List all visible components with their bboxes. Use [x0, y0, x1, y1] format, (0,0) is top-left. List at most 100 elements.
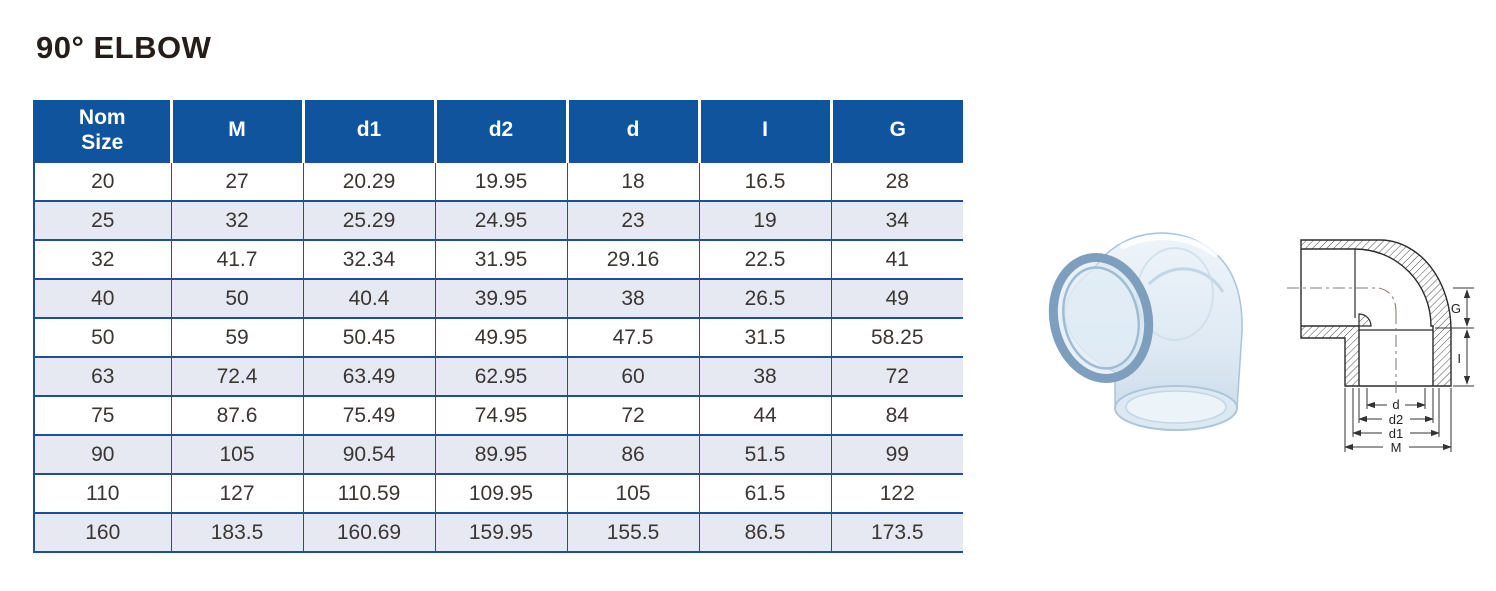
- table-cell: 58.25: [830, 317, 963, 357]
- table-cell: 86: [566, 434, 699, 474]
- table-cell: 34: [830, 200, 963, 240]
- dim-label-M: M: [1391, 440, 1402, 455]
- table-cell: 22.5: [698, 239, 831, 279]
- table-cell: 32: [170, 200, 303, 240]
- dim-label-d1: d1: [1389, 426, 1403, 441]
- table-cell: 38: [698, 356, 831, 396]
- table-cell: 26.5: [698, 278, 831, 318]
- table-cell: 90.54: [302, 434, 435, 474]
- table-cell: 40: [34, 278, 171, 318]
- page-title: 90° ELBOW: [36, 30, 212, 65]
- table-cell: 72: [566, 395, 699, 435]
- table-cell: 105: [170, 434, 303, 474]
- table-cell: 49: [830, 278, 963, 318]
- table-cell: 160: [34, 512, 171, 552]
- table-cell: 75: [34, 395, 171, 435]
- table-cell: 160.69: [302, 512, 435, 552]
- elbow-photo: [1023, 222, 1260, 437]
- table-cell: 72: [830, 356, 963, 396]
- column-header-label: G: [889, 118, 906, 142]
- table-cell: 24.95: [434, 200, 567, 240]
- table-cell: 38: [566, 278, 699, 318]
- column-header-label: d: [626, 118, 640, 142]
- table-cell: 40.4: [302, 278, 435, 318]
- column-header-label: I: [762, 118, 768, 142]
- elbow-diagram-drawing: G I d d2 d1 M: [1287, 239, 1474, 455]
- table-cell: 25.29: [302, 200, 435, 240]
- table-cell: 110.59: [302, 473, 435, 513]
- table-cell: 99: [830, 434, 963, 474]
- column-header-label: d1: [356, 118, 382, 142]
- table-row: 40 50 40.4 39.95 38 26.5 49: [34, 278, 963, 318]
- table-cell: 72.4: [170, 356, 303, 396]
- table-cell: 173.5: [830, 512, 963, 552]
- table-row: 75 87.6 75.49 74.95 72 44 84: [34, 395, 963, 435]
- table-cell: 109.95: [434, 473, 567, 513]
- table-cell: 31.95: [434, 239, 567, 279]
- column-header-i: I: [697, 100, 831, 163]
- table-cell: 39.95: [434, 278, 567, 318]
- table-cell: 41.7: [170, 239, 303, 279]
- table-cell: 159.95: [434, 512, 567, 552]
- dim-label-d2: d2: [1389, 412, 1403, 427]
- table-cell: 105: [566, 473, 699, 513]
- table-cell: 90: [34, 434, 171, 474]
- column-header-label: M: [228, 118, 246, 142]
- table-cell: 51.5: [698, 434, 831, 474]
- table-cell: 50.45: [302, 317, 435, 357]
- table-cell: 86.5: [698, 512, 831, 552]
- table-cell: 60: [566, 356, 699, 396]
- table-cell: 155.5: [566, 512, 699, 552]
- table-cell: 127: [170, 473, 303, 513]
- table-cell: 62.95: [434, 356, 567, 396]
- table-row: 20 27 20.29 19.95 18 16.5 28: [34, 161, 963, 201]
- socket-shoulder: [1358, 313, 1372, 327]
- table-cell: 20.29: [302, 161, 435, 201]
- table-row: 63 72.4 63.49 62.95 60 38 72: [34, 356, 963, 396]
- table-cell: 32.34: [302, 239, 435, 279]
- column-header-m: M: [169, 100, 303, 163]
- table-cell: 84: [830, 395, 963, 435]
- table-cell: 29.16: [566, 239, 699, 279]
- table-row: 50 59 50.45 49.95 47.5 31.5 58.25: [34, 317, 963, 357]
- table-cell: 41: [830, 239, 963, 279]
- column-header-d1: d1: [301, 100, 435, 163]
- table-cell: 59: [170, 317, 303, 357]
- dimension-lines-right: [1435, 287, 1474, 387]
- elbow-diagram: G I d d2 d1 M: [1283, 228, 1496, 466]
- column-header-d: d: [565, 100, 699, 163]
- table-cell: 32: [34, 239, 171, 279]
- table-cell: 20: [34, 161, 171, 201]
- table-cell: 19: [698, 200, 831, 240]
- centerlines: [1287, 287, 1397, 394]
- table-cell: 23: [566, 200, 699, 240]
- table-cell: 31.5: [698, 317, 831, 357]
- table-cell: 61.5: [698, 473, 831, 513]
- column-header-g: G: [829, 100, 963, 163]
- table-cell: 50: [170, 278, 303, 318]
- table-row: 90 105 90.54 89.95 86 51.5 99: [34, 434, 963, 474]
- table-row: 25 32 25.29 24.95 23 19 34: [34, 200, 963, 240]
- dim-label-I: I: [1457, 351, 1461, 366]
- dimension-lines-bottom: [1344, 388, 1452, 452]
- table-cell: 75.49: [302, 395, 435, 435]
- table-cell: 47.5: [566, 317, 699, 357]
- elbow-photo-drawing: [1048, 232, 1243, 431]
- table-row: 110 127 110.59 109.95 105 61.5 122: [34, 473, 963, 513]
- column-header-label: d2: [488, 118, 514, 142]
- table-row: 160 183.5 160.69 159.95 155.5 86.5 173.5: [34, 512, 963, 552]
- table-cell: 27: [170, 161, 303, 201]
- table-row: 32 41.7 32.34 31.95 29.16 22.5 41: [34, 239, 963, 279]
- table-cell: 19.95: [434, 161, 567, 201]
- table-cell: 44: [698, 395, 831, 435]
- table-cell: 183.5: [170, 512, 303, 552]
- table-cell: 89.95: [434, 434, 567, 474]
- table-cell: 18: [566, 161, 699, 201]
- table-cell: 50: [34, 317, 171, 357]
- table-cell: 74.95: [434, 395, 567, 435]
- table-cell: 49.95: [434, 317, 567, 357]
- table-cell: 28: [830, 161, 963, 201]
